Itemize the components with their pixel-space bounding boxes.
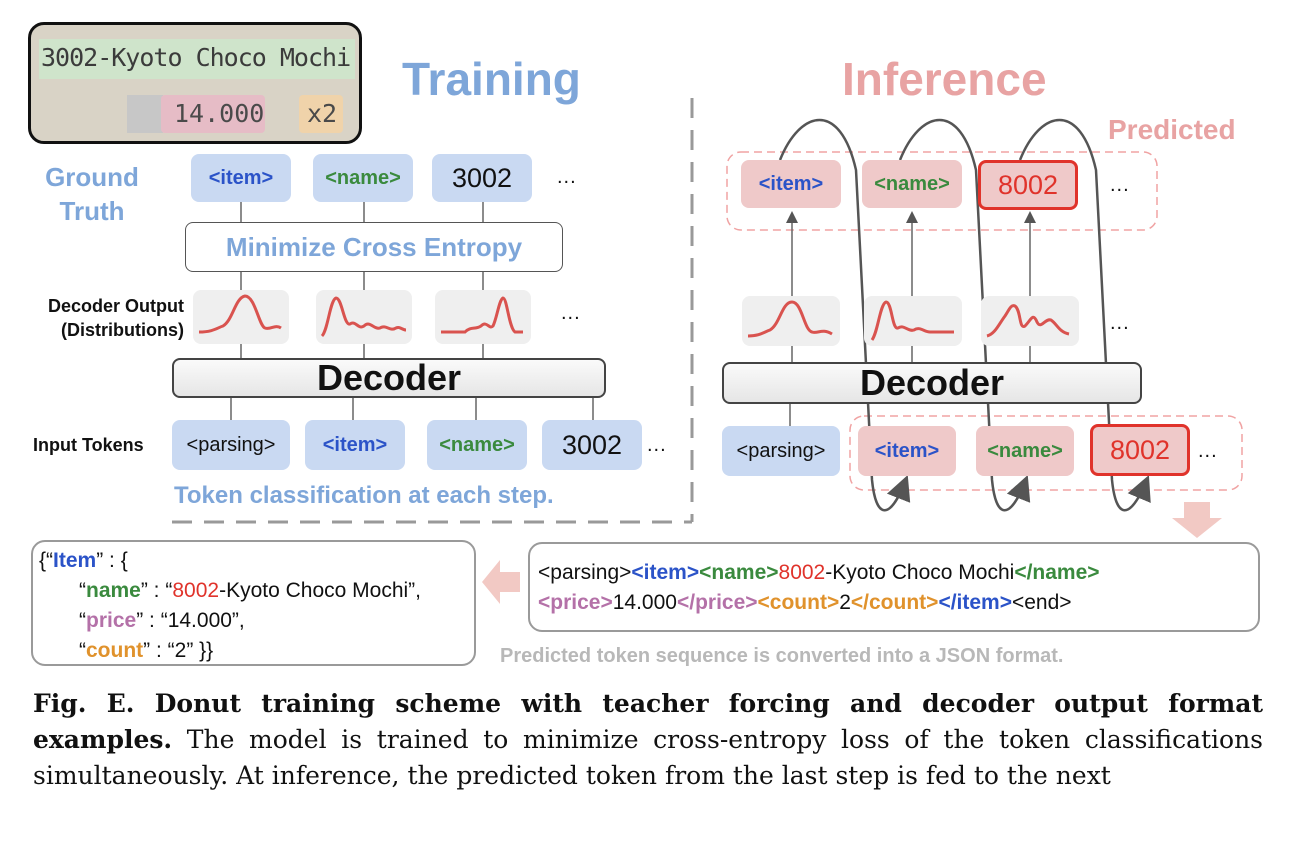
caption-text: The model is trained to minimize cross-e… — [33, 725, 1263, 790]
receipt-image: 3002-Kyoto Choco Mochi 14.000 x2 — [28, 22, 362, 144]
loss-box: Minimize Cross Entropy — [185, 222, 563, 272]
json-line-2: “name” : “8002-Kyoto Choco Mochi”, — [79, 579, 421, 602]
json-output-box: {“Item” : { “name” : “8002-Kyoto Choco M… — [31, 540, 476, 666]
input-token-3002: 3002 — [542, 420, 642, 470]
distribution-curve-icon — [747, 300, 833, 338]
conversion-note: Predicted token sequence is converted in… — [500, 645, 1064, 667]
pred-token-item: <item> — [741, 160, 841, 208]
train-dist-ellipsis: ... — [561, 302, 581, 324]
training-title: Training — [402, 53, 581, 105]
input-token-item: <item> — [305, 420, 405, 470]
training-divider — [172, 98, 694, 524]
receipt-line-1: 3002-Kyoto Choco Mochi — [41, 43, 351, 72]
feedback-curves — [778, 119, 1151, 512]
gt-token-name: <name> — [313, 154, 413, 202]
train-dist-1 — [193, 290, 289, 344]
inf-dist-3 — [981, 296, 1079, 346]
receipt-qty: x2 — [307, 99, 338, 128]
receipt-price: 14.000 — [174, 99, 265, 128]
gt-token-item: <item> — [191, 154, 291, 202]
train-dist-3 — [435, 290, 531, 344]
predicted-label: Predicted — [1108, 114, 1236, 145]
ground-truth-label: Ground Truth — [45, 162, 139, 226]
json-line-4: “count” : “2” }} — [79, 639, 214, 662]
input-token-parsing: <parsing> — [172, 420, 290, 470]
json-line-3: “price” : “14.000”, — [79, 609, 245, 632]
token-sequence-box: <parsing><item><name>8002-Kyoto Choco Mo… — [528, 542, 1260, 632]
distribution-curve-icon — [986, 304, 1070, 338]
inf-input-item: <item> — [858, 426, 956, 476]
input-ellipsis: ... — [647, 434, 667, 456]
inf-dist-2 — [864, 296, 962, 346]
inference-up-arrows — [786, 211, 1036, 426]
inf-dist-ellipsis: ... — [1110, 312, 1130, 334]
gt-ellipsis: ... — [557, 166, 577, 188]
decoder-output-label: Decoder Output (Distributions) — [47, 296, 184, 340]
inference-decoder: Decoder — [722, 362, 1142, 404]
inf-input-name: <name> — [976, 426, 1074, 476]
caption-bold: Fig. E. Donut training scheme with teach… — [33, 689, 1263, 754]
distribution-curve-icon — [198, 294, 282, 334]
json-line-1: {“Item” : { — [39, 549, 128, 572]
inf-input-ellipsis: ... — [1198, 440, 1218, 462]
inf-dist-1 — [742, 296, 840, 346]
left-arrow-icon — [482, 560, 520, 604]
distribution-curve-icon — [870, 300, 954, 341]
pred-ellipsis: ... — [1110, 174, 1130, 196]
down-arrow-icon — [1172, 502, 1222, 538]
input-dashed-box — [849, 415, 1243, 491]
gt-token-3002: 3002 — [432, 154, 532, 202]
pred-token-8002: 8002 — [978, 160, 1078, 210]
inference-title: Inference — [842, 53, 1047, 105]
inf-input-8002: 8002 — [1090, 424, 1190, 476]
inf-input-parsing: <parsing> — [722, 426, 840, 476]
sequence-line-2: <price>14.000</price><count>2</count></i… — [538, 591, 1072, 614]
predicted-dashed-box — [726, 151, 1158, 231]
input-token-name: <name> — [427, 420, 527, 470]
training-footer: Token classification at each step. — [174, 482, 554, 509]
distribution-curve-icon — [320, 296, 407, 338]
pred-token-name: <name> — [862, 160, 962, 208]
training-decoder: Decoder — [172, 357, 606, 398]
figure-caption: Fig. E. Donut training scheme with teach… — [33, 686, 1263, 794]
distribution-curve-icon — [441, 296, 523, 334]
loss-box-label: Minimize Cross Entropy — [225, 231, 523, 262]
input-tokens-label: Input Tokens — [33, 435, 144, 455]
sequence-line-1: <parsing><item><name>8002-Kyoto Choco Mo… — [538, 561, 1100, 584]
training-connectors — [230, 202, 594, 420]
train-dist-2 — [316, 290, 412, 344]
